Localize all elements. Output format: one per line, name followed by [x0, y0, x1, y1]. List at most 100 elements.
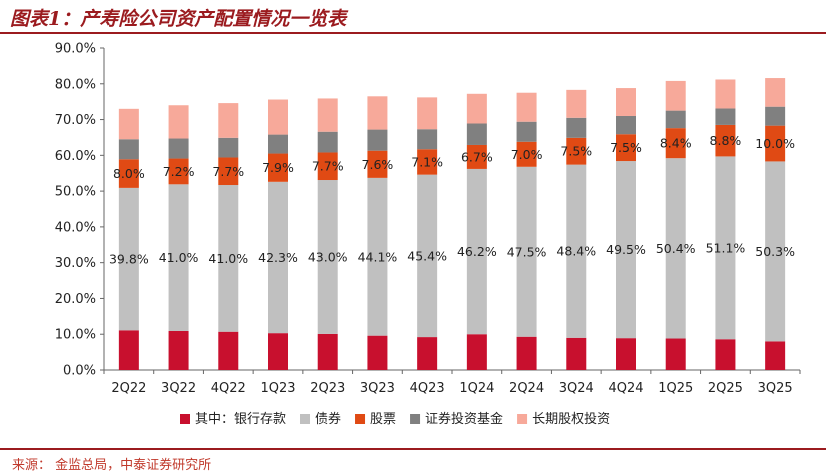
- x-tick-label: 4Q23: [410, 381, 445, 396]
- data-label-stocks: 6.7%: [461, 149, 493, 164]
- data-label-bonds: 43.0%: [308, 249, 348, 264]
- data-label-stocks: 7.5%: [560, 144, 592, 159]
- legend-label-bank_deposit: 其中：银行存款: [195, 412, 286, 427]
- bar-stocks: [665, 128, 686, 159]
- bar-equity: [417, 97, 438, 130]
- bar-equity: [665, 80, 686, 111]
- bar-stocks: [516, 141, 537, 167]
- bar-bank_deposit: [118, 330, 139, 370]
- data-label-bonds: 49.5%: [606, 242, 646, 257]
- bar-funds: [168, 138, 189, 159]
- bar-bonds: [466, 168, 487, 335]
- bar-bonds: [268, 181, 288, 334]
- bar-equity: [516, 92, 537, 122]
- x-tick-label: 3Q25: [758, 381, 793, 396]
- bar-bank_deposit: [417, 337, 438, 370]
- bar-bank_deposit: [616, 338, 636, 370]
- x-tick-label: 2Q24: [509, 381, 544, 396]
- data-label-stocks: 10.0%: [755, 136, 795, 151]
- bar-bonds: [367, 177, 388, 336]
- data-label-stocks: 8.8%: [710, 133, 742, 148]
- x-tick-label: 2Q22: [111, 381, 146, 396]
- x-tick-label: 3Q23: [360, 381, 395, 396]
- x-tick-label: 4Q24: [608, 381, 643, 396]
- y-tick-label: 60.0%: [55, 149, 96, 164]
- bar-funds: [466, 123, 487, 145]
- data-label-stocks: 7.0%: [511, 147, 543, 162]
- legend-swatch-equity: [517, 414, 528, 424]
- bar-equity: [616, 88, 636, 116]
- data-label-stocks: 7.5%: [610, 140, 642, 155]
- data-label-stocks: 7.7%: [212, 164, 244, 179]
- y-tick-label: 90.0%: [55, 42, 96, 57]
- data-label-stocks: 7.2%: [163, 164, 195, 179]
- bar-bonds: [665, 158, 686, 339]
- legend-label-bonds: 债券: [315, 411, 341, 427]
- bar-stocks: [118, 159, 139, 188]
- data-label-bonds: 50.4%: [656, 241, 696, 256]
- x-tick-label: 4Q22: [211, 381, 246, 396]
- y-tick-label: 80.0%: [55, 77, 96, 92]
- data-label-stocks: 7.9%: [262, 160, 294, 175]
- y-tick-label: 20.0%: [55, 292, 96, 307]
- data-label-stocks: 7.7%: [312, 159, 344, 174]
- bar-funds: [765, 106, 786, 126]
- x-tick-label: 2Q25: [708, 381, 743, 396]
- bar-bonds: [765, 161, 786, 342]
- bar-equity: [765, 78, 786, 107]
- legend-swatch-funds: [410, 414, 421, 424]
- x-tick-label: 1Q25: [658, 381, 693, 396]
- bar-bank_deposit: [765, 341, 786, 370]
- y-tick-label: 40.0%: [55, 220, 96, 235]
- data-label-stocks: 8.4%: [660, 136, 692, 151]
- bar-stocks: [168, 158, 189, 185]
- y-tick-label: 30.0%: [55, 256, 96, 271]
- bar-funds: [367, 129, 388, 151]
- bar-stocks: [367, 150, 388, 178]
- data-label-stocks: 7.6%: [362, 157, 394, 172]
- bar-equity: [268, 99, 288, 135]
- bar-equity: [715, 79, 736, 109]
- bar-bonds: [118, 187, 139, 331]
- bar-stocks: [417, 149, 438, 175]
- x-tick-label: 3Q24: [559, 381, 594, 396]
- bar-bank_deposit: [317, 333, 338, 370]
- stacked-bar-chart: 0.0% 10.0% 20.0% 30.0% 40.0% 50.0% 60.0% 70.0% 8…: [55, 42, 801, 427]
- bar-bonds: [168, 184, 189, 332]
- bar-stocks: [765, 125, 786, 162]
- bar-bonds: [715, 156, 736, 340]
- data-label-bonds: 44.1%: [358, 249, 398, 264]
- source-bar: 来源： 金监总局，中泰证券研究所: [0, 448, 826, 474]
- bar-stocks: [317, 152, 338, 181]
- legend-swatch-bank_deposit: [180, 414, 190, 424]
- bar-stocks: [715, 124, 736, 157]
- data-label-bonds: 41.0%: [159, 250, 199, 265]
- bar-funds: [516, 121, 537, 142]
- bar-equity: [367, 96, 388, 130]
- bar-funds: [616, 115, 636, 135]
- x-tick-label: 2Q23: [310, 381, 345, 396]
- y-tick-label: 70.0%: [55, 113, 96, 128]
- bar-stocks: [218, 157, 239, 186]
- bar-bank_deposit: [268, 333, 288, 370]
- bar-funds: [566, 117, 587, 138]
- bar-bank_deposit: [466, 334, 487, 370]
- chart-title: 图表1：产寿险公司资产配置情况一览表: [10, 8, 347, 30]
- source-note: 来源： 金监总局，中泰证券研究所: [12, 458, 212, 473]
- bar-funds: [317, 131, 338, 153]
- bar-funds: [417, 129, 438, 150]
- bar-bank_deposit: [218, 331, 239, 370]
- bar-bonds: [317, 180, 338, 334]
- bar-bonds: [516, 166, 537, 337]
- bar-funds: [268, 134, 288, 154]
- bar-stocks: [566, 137, 587, 165]
- data-label-bonds: 48.4%: [556, 244, 596, 259]
- data-label-bonds: 39.8%: [109, 252, 149, 267]
- legend-swatch-bonds: [300, 414, 311, 424]
- bar-bonds: [616, 161, 636, 339]
- bar-equity: [218, 103, 239, 138]
- bar-bank_deposit: [168, 331, 189, 370]
- title-bar: 图表1：产寿险公司资产配置情况一览表: [0, 0, 826, 34]
- bar-funds: [715, 108, 736, 125]
- data-label-bonds: 42.3%: [258, 250, 298, 265]
